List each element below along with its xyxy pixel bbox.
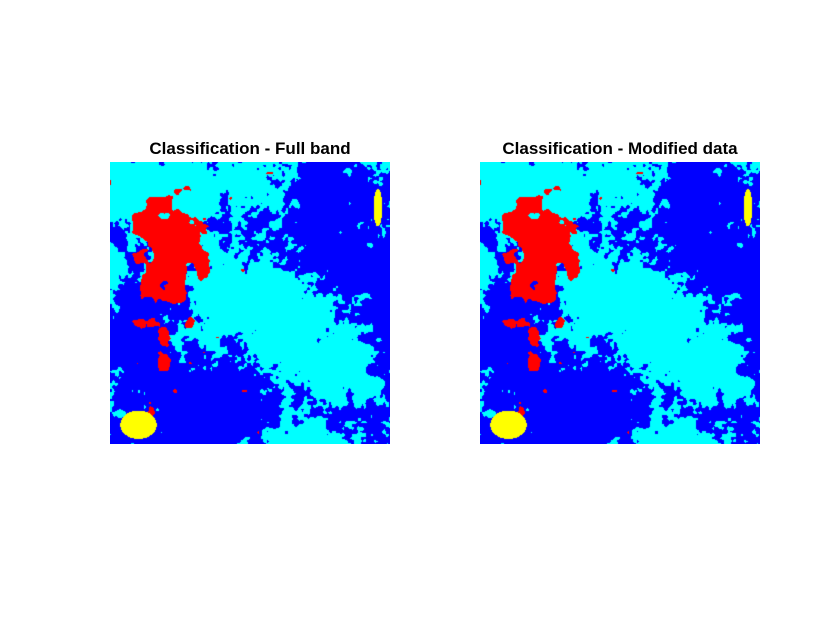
subplot-full-band: Classification - Full band [105, 136, 395, 444]
subplot-title-full-band: Classification - Full band [149, 139, 351, 158]
classification-map-full-band [110, 162, 390, 444]
classification-map-modified-data [480, 162, 760, 444]
subplot-title-modified-data: Classification - Modified data [502, 139, 738, 158]
subplot-modified-data: Classification - Modified data [475, 136, 765, 444]
